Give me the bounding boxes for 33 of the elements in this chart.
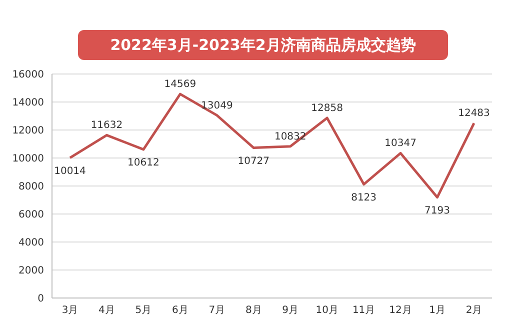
data-label: 12483 [458,108,490,120]
data-label: 14569 [164,79,196,90]
x-tick-label: 4月 [98,305,115,316]
x-tick-label: 2月 [466,305,482,316]
x-tick-label: 6月 [172,305,188,316]
data-label: 10347 [384,138,416,150]
y-tick-label: 4000 [18,238,44,249]
y-tick-label: 12000 [12,126,44,137]
x-tick-label: 12月 [389,305,412,316]
data-label: 8123 [351,192,377,204]
y-tick-label: 2000 [18,266,44,277]
data-label: 10727 [238,156,270,167]
y-tick-label: 10000 [12,154,44,165]
x-tick-label: 8月 [245,305,262,316]
y-tick-label: 8000 [18,182,44,193]
x-tick-label: 7月 [208,305,226,316]
data-label: 11632 [90,120,123,132]
x-tick-label: 10月 [316,305,338,316]
chart-title: 2022年3月-2023年2月济南商品房成交趋势 [110,36,416,54]
data-label: 10014 [54,166,86,177]
y-tick-label: 0 [38,294,44,305]
x-tick-label: 3月 [62,305,78,316]
data-label: 7193 [424,205,450,216]
x-tick-label: 5月 [135,305,152,316]
data-label: 12858 [311,102,343,114]
x-tick-label: 1月 [429,305,446,316]
data-label: 13049 [201,100,233,112]
data-label: 10612 [128,157,160,168]
x-tick-label: 11月 [352,305,376,316]
y-tick-label: 6000 [18,210,44,221]
y-tick-label: 16000 [12,70,44,81]
y-tick-label: 14000 [12,98,44,109]
x-tick-label: 9月 [282,305,299,316]
